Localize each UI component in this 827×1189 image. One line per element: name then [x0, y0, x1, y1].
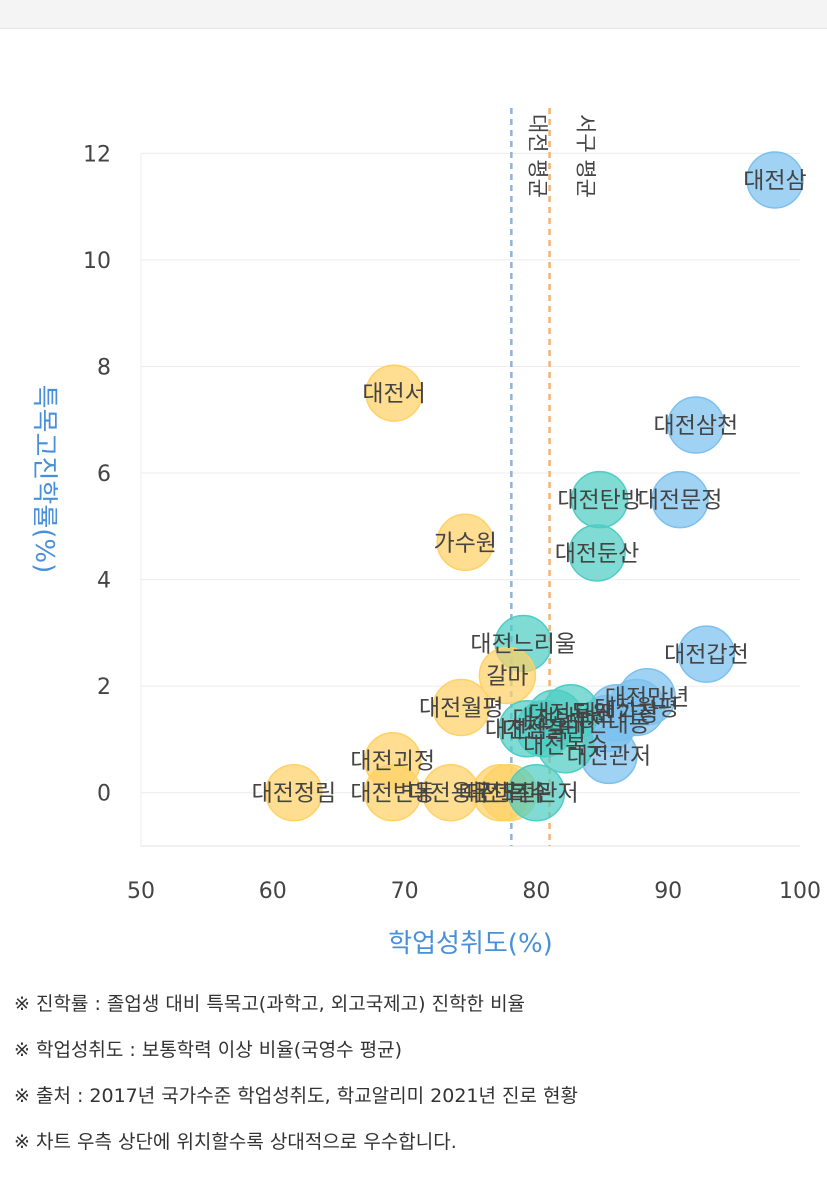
x-tick-label: 90 — [654, 879, 682, 904]
data-point-label: 대전삼육 — [485, 717, 570, 743]
y-tick-label: 0 — [97, 782, 111, 807]
y-tick-label: 10 — [83, 249, 111, 274]
x-tick-label: 60 — [259, 879, 287, 904]
y-tick-label: 2 — [97, 675, 111, 700]
data-point — [432, 678, 491, 737]
reference-line-label: 대전 평균 — [525, 114, 549, 198]
data-point — [677, 625, 736, 683]
data-point-label: 대전삼 — [743, 168, 806, 194]
data-point-label: 대전괴정 — [350, 749, 435, 775]
data-point-label: 대전관저 — [494, 781, 579, 807]
x-axis-title: 학업성취도(%) — [388, 929, 553, 959]
data-point-label: 대전정림 — [252, 781, 337, 807]
data-point — [478, 646, 537, 705]
data-point-label: 대전월평 — [419, 695, 504, 721]
data-point — [651, 470, 709, 529]
data-point-label: 대전관저 — [567, 743, 652, 769]
top-bar — [0, 0, 827, 29]
data-point-label: 대전문정 — [638, 488, 723, 514]
footnote-1: ※ 진학률 : 졸업생 대비 특목고(과학고, 외고국제고) 진학한 비율 — [14, 993, 526, 1015]
x-tick-label: 70 — [391, 879, 419, 904]
data-point — [265, 763, 323, 822]
data-point — [436, 513, 494, 572]
y-tick-label: 4 — [97, 569, 111, 594]
data-point-label: 갈마 — [486, 663, 528, 689]
data-point-label: 대전복수 — [523, 733, 608, 759]
data-point-label: 가수원 — [433, 530, 496, 556]
data-point-label: 대전탄방 — [557, 488, 642, 514]
data-point-label: 대전느리울 — [470, 632, 576, 658]
data-point-label: 대전둔원 — [528, 701, 613, 727]
data-point-label: 대전용문 — [408, 781, 493, 807]
data-point-label: 대전변동 — [350, 781, 435, 807]
y-tick-label: 12 — [83, 142, 111, 167]
data-point — [507, 763, 566, 822]
data-point-label: 대전내동 — [565, 711, 650, 737]
data-point-label: 대전갑천 — [664, 642, 749, 668]
data-point-label: 대전탄방 — [513, 706, 598, 732]
footnotes: ※ 진학률 : 졸업생 대비 특목고(과학고, 외고국제고) 진학한 비율 ※ … — [14, 992, 814, 1176]
data-point — [536, 716, 595, 774]
data-point-label: 대전만년 — [605, 685, 690, 711]
y-tick-label: 6 — [97, 462, 111, 487]
x-tick-label: 80 — [522, 879, 550, 904]
data-point-label: 대전서 — [362, 381, 425, 407]
footnote-4: ※ 차트 우측 상단에 위치할수록 상대적으로 우수합니다. — [14, 1131, 457, 1153]
data-point — [568, 524, 626, 582]
data-point — [365, 364, 423, 422]
y-tick-label: 8 — [97, 355, 111, 380]
data-point-label: 대전둔산 — [555, 541, 640, 567]
x-tick-label: 100 — [779, 879, 821, 904]
data-point-label: 대전갈마 — [502, 717, 587, 743]
footnote-2: ※ 학업성취도 : 보통학력 이상 비율(국영수 평균) — [14, 1039, 403, 1061]
data-point — [363, 763, 422, 822]
data-point-label: 대전월평 — [594, 695, 679, 721]
data-point — [667, 396, 725, 454]
data-point-label: 대전도마 — [458, 781, 543, 807]
data-point-label: 대전가장 — [574, 701, 659, 727]
reference-line-label: 서구 평균 — [574, 114, 598, 198]
x-tick-label: 50 — [127, 879, 155, 904]
data-point-label: 대전삼천 — [654, 413, 739, 439]
data-point-label: 대전복수 — [466, 781, 551, 807]
footnote-3: ※ 출처 : 2017년 국가수준 학업성취도, 학교알리미 2021년 진로 … — [14, 1085, 578, 1107]
y-axis-title: 특목고진학률(%) — [29, 385, 59, 574]
data-point — [746, 151, 804, 209]
